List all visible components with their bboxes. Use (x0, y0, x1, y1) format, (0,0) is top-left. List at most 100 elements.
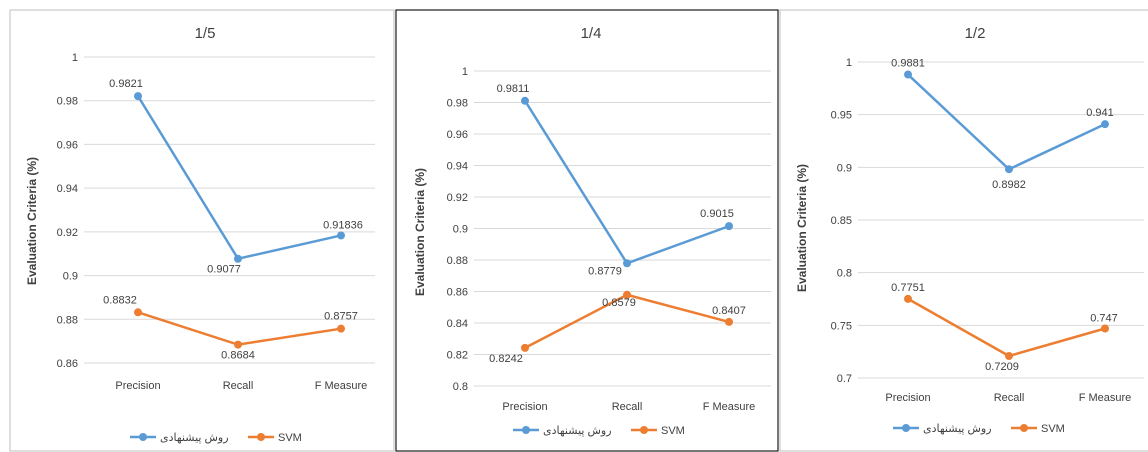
data-label: 0.941 (1086, 107, 1114, 119)
data-label: 0.8757 (324, 311, 358, 323)
y-tick-label: 0.82 (447, 350, 468, 362)
y-axis-label: Evaluation Criteria (%) (795, 164, 809, 292)
y-tick-label: 0.9 (63, 271, 78, 283)
x-tick-label: Recall (612, 401, 643, 413)
data-point (134, 92, 142, 101)
chart-title: 1/2 (965, 25, 986, 42)
data-label: 0.8579 (602, 297, 636, 309)
y-tick-label: 0.85 (831, 215, 852, 227)
data-label: 0.91836 (323, 219, 363, 231)
data-label: 0.8832 (103, 294, 137, 306)
y-axis-label: Evaluation Criteria (%) (413, 168, 427, 296)
legend: روش پیشنهادی SVM (513, 425, 685, 437)
data-point (1101, 120, 1109, 129)
legend-marker (139, 433, 147, 441)
y-tick-label: 1 (72, 52, 78, 64)
plot-area: 0.86 0.88 0.9 0.92 0.94 0.96 0.98 1 Precision Rec… (57, 52, 375, 444)
data-point (725, 222, 733, 231)
x-tick-label: F Measure (315, 380, 368, 392)
legend-marker (257, 433, 265, 441)
data-label: 0.8242 (489, 353, 523, 365)
x-tick-label: Recall (994, 392, 1025, 404)
y-tick-label: 0.8 (453, 381, 468, 393)
chart-panel-1-2: 1/2 Evaluation Criteria (%) 0.70.750.80.… (779, 9, 1148, 452)
y-tick-label: 0.86 (447, 287, 468, 299)
data-point (623, 290, 631, 299)
x-tick-label: Recall (223, 380, 254, 392)
data-label: 0.9821 (109, 78, 143, 90)
data-label: 0.8982 (992, 179, 1026, 191)
y-tick-label: 0.96 (57, 139, 78, 151)
plot-area: 0.8 0.82 0.84 0.86 0.88 0.9 0.92 0.94 0.96 0.98 1 P… (447, 66, 771, 437)
data-point (234, 254, 242, 263)
data-point (337, 231, 345, 240)
data-point (521, 96, 529, 105)
data-point (725, 317, 733, 326)
legend-marker (640, 426, 648, 434)
data-label: 0.8407 (712, 305, 746, 317)
data-label: 0.747 (1090, 312, 1118, 324)
chart-frame (9, 9, 395, 452)
data-label: 0.8779 (588, 265, 622, 277)
x-tick-label: Precision (115, 380, 160, 392)
y-tick-label: 0.96 (447, 129, 468, 141)
y-tick-label: 1 (846, 57, 852, 69)
x-tick-label: F Measure (1079, 392, 1132, 404)
y-tick-label: 0.88 (57, 314, 78, 326)
chart-title: 1/5 (195, 25, 216, 42)
y-tick-label: 0.95 (831, 110, 852, 122)
y-tick-label: 0.88 (447, 255, 468, 267)
data-label: 0.9881 (891, 58, 925, 70)
legend-label: روش پیشنهادی (160, 432, 229, 444)
data-point (134, 308, 142, 317)
x-tick-label: Precision (885, 392, 930, 404)
data-label: 0.9015 (700, 208, 734, 220)
x-tick-label: F Measure (703, 401, 756, 413)
data-point (904, 70, 912, 79)
y-tick-label: 0.94 (57, 183, 78, 195)
y-tick-label: 0.9 (453, 224, 468, 236)
x-tick-label: Precision (502, 401, 547, 413)
data-point (1005, 351, 1013, 360)
data-point (337, 324, 345, 333)
y-tick-label: 0.94 (447, 161, 468, 173)
legend-label: روش پیشنهادی (923, 423, 992, 435)
data-point (904, 294, 912, 303)
data-label: 0.8684 (221, 350, 255, 362)
legend-label: روش پیشنهادی (543, 425, 612, 437)
legend-marker (902, 424, 910, 432)
data-point (623, 259, 631, 268)
data-point (1101, 324, 1109, 333)
data-label: 0.9811 (497, 83, 530, 95)
y-tick-label: 0.86 (57, 358, 78, 370)
y-tick-label: 0.75 (831, 320, 852, 332)
y-tick-label: 0.92 (57, 227, 78, 239)
y-tick-label: 0.8 (837, 268, 852, 280)
legend-marker (1020, 424, 1028, 432)
y-tick-label: 1 (462, 66, 468, 78)
y-tick-label: 0.98 (57, 96, 78, 108)
legend: روش پیشنهادی SVM (893, 423, 1065, 435)
y-tick-label: 0.92 (447, 192, 468, 204)
y-axis-label: Evaluation Criteria (%) (25, 157, 39, 285)
legend-label: SVM (278, 432, 302, 444)
chart-title: 1/4 (581, 25, 602, 42)
plot-area: 0.7 0.75 0.8 0.85 0.9 0.95 1 Precision Recall F M… (831, 57, 1144, 435)
y-tick-label: 0.9 (837, 162, 852, 174)
legend-label: SVM (661, 425, 685, 437)
data-label: 0.9077 (207, 264, 241, 276)
data-point (521, 343, 529, 352)
y-tick-label: 0.84 (447, 318, 468, 330)
y-tick-label: 0.98 (447, 98, 468, 110)
legend-marker (522, 426, 530, 434)
chart-panel-1-5: 1/5 Evaluation Criteria (%) 0.860.880.90… (9, 9, 395, 452)
y-tick-label: 0.7 (837, 373, 852, 385)
chart-frame (779, 9, 1148, 452)
data-point (234, 340, 242, 349)
data-label: 0.7209 (985, 361, 1019, 373)
legend: روش پیشنهادی SVM (130, 432, 302, 444)
chart-panel-1-4: 1/4 Evaluation Criteria (%) 0.80.820.840… (395, 9, 779, 452)
data-label: 0.7751 (891, 282, 925, 294)
data-point (1005, 165, 1013, 174)
